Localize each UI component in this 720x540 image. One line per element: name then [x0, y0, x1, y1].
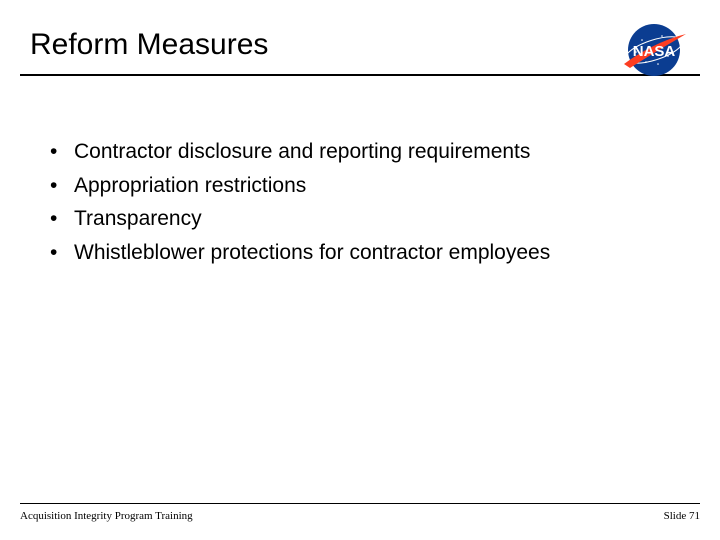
- footer-left-text: Acquisition Integrity Program Training: [20, 510, 193, 522]
- slide-title: Reform Measures: [30, 28, 690, 62]
- list-item: Contractor disclosure and reporting requ…: [50, 136, 690, 168]
- slide: Reform Measures NASA Contractor disclosu…: [0, 0, 720, 540]
- svg-text:NASA: NASA: [633, 43, 676, 60]
- list-item: Transparency: [50, 203, 690, 235]
- bullet-list: Contractor disclosure and reporting requ…: [50, 136, 690, 268]
- slide-header: Reform Measures NASA: [0, 0, 720, 62]
- list-item: Whistleblower protections for contractor…: [50, 237, 690, 269]
- footer-row: Acquisition Integrity Program Training S…: [20, 510, 700, 522]
- slide-content: Contractor disclosure and reporting requ…: [0, 76, 720, 268]
- list-item: Appropriation restrictions: [50, 170, 690, 202]
- nasa-logo-icon: NASA: [618, 20, 690, 80]
- footer-divider: [20, 503, 700, 504]
- footer-right-text: Slide 71: [664, 510, 700, 522]
- slide-footer: Acquisition Integrity Program Training S…: [20, 503, 700, 522]
